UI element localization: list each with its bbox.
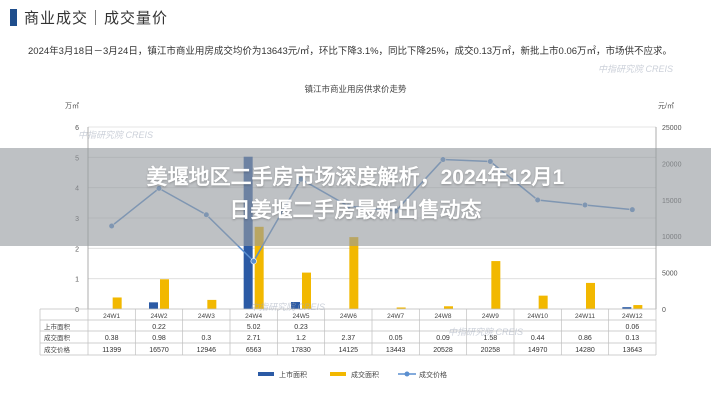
right-tick-label: 0 — [662, 307, 666, 314]
right-tick-label: 5000 — [662, 271, 678, 278]
data-label: 1.2 — [296, 335, 306, 342]
x-tick-label: 24W6 — [340, 313, 357, 320]
watermark: 中指研究院 CREIS — [448, 327, 524, 337]
data-label: 0.98 — [152, 335, 166, 342]
x-tick-label: 24W7 — [387, 313, 404, 320]
data-label: 6563 — [246, 347, 262, 354]
legend-label: 成交面积 — [351, 370, 379, 379]
bar-deal-area — [538, 295, 548, 309]
data-label: 12946 — [197, 347, 217, 354]
data-label: 0.05 — [389, 335, 403, 342]
watermark: 中指研究院 CREIS — [598, 64, 674, 74]
watermark: 中指研究院 CREIS — [78, 130, 154, 140]
legend-label: 成交价格 — [419, 370, 447, 379]
data-label: 16570 — [149, 347, 169, 354]
data-label: 13443 — [386, 347, 406, 354]
left-axis-unit: 万㎡ — [65, 102, 79, 110]
chart-title: 镇江市商业用房供求价走势 — [304, 84, 407, 94]
data-label: 0.22 — [152, 324, 166, 331]
data-label: 14280 — [575, 347, 595, 354]
data-label: 17830 — [291, 347, 311, 354]
data-label: 14125 — [339, 347, 359, 354]
x-tick-label: 24W1 — [103, 313, 120, 320]
x-tick-label: 24W12 — [622, 313, 643, 320]
right-tick-label: 25000 — [662, 125, 682, 132]
legend-swatch-point — [404, 371, 410, 377]
data-label: 0.3 — [201, 335, 211, 342]
table-row-label: 成交价格 — [44, 345, 71, 354]
data-label: 14970 — [528, 347, 548, 354]
x-tick-label: 24W4 — [245, 313, 262, 320]
table-row-label: 成交面积 — [44, 333, 71, 342]
data-label: 0.23 — [294, 324, 308, 331]
left-tick-label: 0 — [75, 307, 79, 314]
data-label: 0.06 — [626, 324, 640, 331]
line-point-deal-price — [250, 258, 257, 265]
x-tick-label: 24W2 — [151, 313, 168, 320]
data-label: 13643 — [623, 347, 643, 354]
data-label: 1.58 — [484, 335, 498, 342]
bar-listed-area — [622, 307, 632, 309]
x-tick-label: 24W8 — [435, 313, 452, 320]
data-label: 0.86 — [578, 335, 592, 342]
bar-deal-area — [254, 226, 264, 309]
page-title: 商业成交｜成交量价 — [24, 10, 169, 27]
x-tick-label: 24W11 — [575, 313, 595, 320]
bar-deal-area — [444, 306, 453, 309]
bar-deal-area — [396, 307, 406, 309]
left-tick-label: 6 — [75, 125, 79, 132]
data-label: 20528 — [433, 347, 453, 354]
legend-label: 上市面积 — [279, 370, 307, 379]
table-row-label: 上市面积 — [44, 322, 71, 331]
bar-deal-area — [160, 279, 169, 309]
bar-deal-area — [586, 282, 595, 309]
x-tick-label: 24W10 — [527, 313, 548, 320]
bar-deal-area — [491, 261, 501, 309]
data-label: 11399 — [102, 347, 121, 354]
legend-swatch — [330, 372, 346, 376]
x-tick-label: 24W9 — [482, 313, 499, 320]
data-label: 2.37 — [342, 335, 356, 342]
left-tick-label: 2 — [75, 246, 79, 253]
x-tick-label: 24W3 — [198, 313, 215, 320]
left-tick-label: 1 — [75, 277, 79, 284]
article-title-line-2: 日姜堰二手房最新出售动态 — [229, 199, 482, 222]
page-header: 商业成交｜成交量价 — [0, 0, 711, 42]
bar-deal-area — [302, 272, 311, 309]
bar-deal-area — [112, 297, 122, 309]
bar-listed-area — [149, 302, 158, 309]
article-title-line-1: 姜堰地区二手房市场深度解析，2024年12月1 — [146, 166, 565, 189]
data-label: 0.13 — [626, 335, 640, 342]
watermark: 中指研究院 CREIS — [250, 302, 326, 312]
data-label: 0.09 — [436, 335, 450, 342]
data-label: 20258 — [481, 347, 501, 354]
data-label: 0.44 — [531, 335, 545, 342]
header-accent-bar — [10, 9, 17, 26]
data-label: 5.02 — [247, 324, 261, 331]
data-label: 0.38 — [105, 335, 119, 342]
bar-deal-area — [349, 237, 359, 309]
article-title-banner — [0, 148, 711, 246]
right-axis-unit: 元/㎡ — [658, 102, 674, 110]
data-label: 2.71 — [247, 335, 261, 342]
legend-swatch — [258, 372, 274, 376]
article-title[interactable]: 姜堰地区二手房市场深度解析，2024年12月1 日姜堰二手房最新出售动态 — [0, 161, 711, 227]
bar-deal-area — [207, 299, 217, 309]
summary-text: 2024年3月18日－3月24日，镇江市商业用房成交均价为13643元/㎡，环比… — [28, 46, 673, 57]
bar-listed-area — [291, 302, 300, 309]
bar-deal-area — [633, 305, 643, 309]
x-tick-label: 24W5 — [293, 313, 310, 320]
